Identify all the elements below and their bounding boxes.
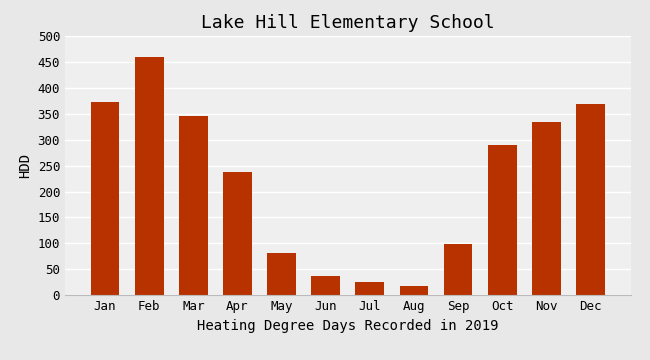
Bar xyxy=(576,104,604,295)
Bar xyxy=(267,253,296,295)
Bar xyxy=(135,57,164,295)
Bar xyxy=(532,122,561,295)
Bar xyxy=(444,244,473,295)
Bar xyxy=(311,276,340,295)
Bar xyxy=(400,287,428,295)
Bar xyxy=(356,282,384,295)
Title: Lake Hill Elementary School: Lake Hill Elementary School xyxy=(201,14,495,32)
Bar xyxy=(223,172,252,295)
Bar xyxy=(179,116,207,295)
Bar xyxy=(91,102,120,295)
Y-axis label: HDD: HDD xyxy=(18,153,32,178)
X-axis label: Heating Degree Days Recorded in 2019: Heating Degree Days Recorded in 2019 xyxy=(197,319,499,333)
Bar xyxy=(488,145,517,295)
